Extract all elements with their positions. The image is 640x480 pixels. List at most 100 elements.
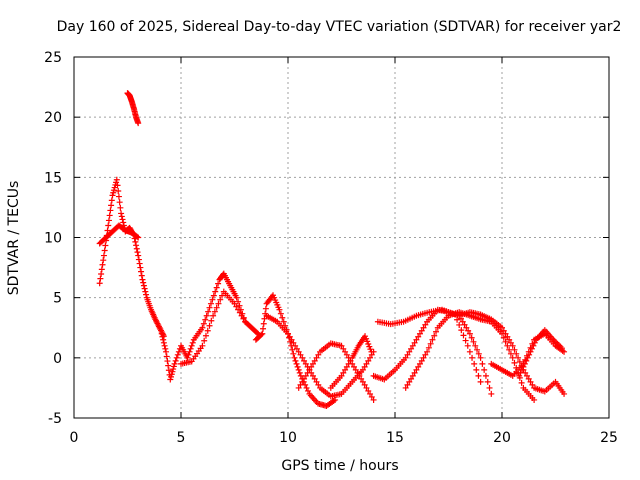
data-point-trail <box>211 308 218 315</box>
data-point-trail <box>502 330 509 337</box>
data-point-trail <box>527 348 534 355</box>
data-point-trail <box>409 372 416 379</box>
data-point <box>171 360 178 367</box>
data-point <box>359 366 366 373</box>
data-point-trail <box>113 179 120 186</box>
data-point-trail <box>289 346 296 353</box>
data-point-trail <box>365 357 372 364</box>
data-point-trail <box>114 182 121 189</box>
data-point-trail <box>134 233 141 240</box>
data-point-trail <box>290 339 297 346</box>
data-point-trail <box>172 357 179 364</box>
data-point-trail <box>526 351 533 358</box>
data-point-trail <box>140 279 147 286</box>
data-point-trail <box>262 305 269 312</box>
data-point-trail <box>475 372 482 379</box>
data-point-trail <box>138 268 145 275</box>
data-point-trail <box>513 350 520 357</box>
data-point-trail <box>133 245 140 252</box>
data-point-trail <box>280 318 287 325</box>
data-point-trail <box>133 242 140 249</box>
data-point-trail <box>117 204 124 211</box>
data-point-trail <box>366 343 373 350</box>
data-point-trail <box>418 357 425 364</box>
data-point-trail <box>363 360 370 367</box>
data-point-trail <box>459 318 466 325</box>
data-point-trail <box>356 372 363 379</box>
chart-title: Day 160 of 2025, Sidereal Day-to-day VTE… <box>57 19 622 35</box>
data-point-trail <box>235 306 242 313</box>
data-point-trail <box>465 327 472 334</box>
y-tick-label: 10 <box>44 231 62 247</box>
data-point-trail <box>479 360 486 367</box>
data-point-trail <box>170 366 177 373</box>
data-point-trail <box>236 302 243 309</box>
data-point <box>477 378 484 385</box>
data-point <box>338 342 345 349</box>
data-point-trail <box>415 363 422 370</box>
data-point-trail <box>422 321 429 328</box>
data-point-trail <box>411 369 418 376</box>
data-point-trail <box>235 298 242 305</box>
data-point-trail <box>518 366 525 373</box>
data-point-trail <box>350 363 357 370</box>
data-point-trail <box>456 321 463 328</box>
data-point-trail <box>354 369 361 376</box>
data-point-trail <box>315 351 322 358</box>
data-point <box>100 252 107 259</box>
data-point-trail <box>258 331 265 338</box>
data-point-trail <box>506 336 513 343</box>
data-point-trail <box>119 216 126 223</box>
data-point <box>135 120 142 127</box>
data-point <box>158 330 165 337</box>
data-point-trail <box>301 375 308 382</box>
data-point-trail <box>472 342 479 349</box>
data-point-trail <box>162 345 169 352</box>
y-axis-label: SDTVAR / TECUs <box>6 181 22 296</box>
data-point-trail <box>110 189 117 196</box>
data-point-trail <box>461 321 468 328</box>
data-point <box>105 222 112 229</box>
data-point-trail <box>187 345 194 352</box>
data-point-trail <box>202 332 209 339</box>
data-point-trail <box>367 390 374 397</box>
x-tick-label: 0 <box>70 430 79 446</box>
data-point-trail <box>458 327 465 334</box>
data-point-trail <box>202 316 209 323</box>
data-point-trail <box>165 362 172 369</box>
data-point-trail <box>500 327 507 334</box>
data-point-trail <box>418 327 425 334</box>
data-point <box>402 384 409 391</box>
data-point-trail <box>170 363 177 370</box>
data-point-trail <box>343 351 350 358</box>
data-point <box>424 348 431 355</box>
data-point-trail <box>302 360 309 367</box>
data-point-trail <box>206 322 213 329</box>
data-point-trail <box>100 257 107 264</box>
data-point <box>362 333 369 340</box>
data-point-trail <box>368 393 375 400</box>
data-point <box>199 324 206 331</box>
y-tick-label: 20 <box>44 110 62 126</box>
data-point-trail <box>164 358 171 365</box>
data-point <box>509 354 516 361</box>
data-point-trail <box>134 249 141 256</box>
data-point-trail <box>253 329 260 336</box>
data-point-trail <box>294 363 301 370</box>
data-point-trail <box>406 348 413 355</box>
data-point-trail <box>302 372 309 379</box>
data-point-trail <box>209 296 216 303</box>
data-point-trail <box>160 339 167 346</box>
data-point <box>509 342 516 349</box>
data-point-trail <box>120 219 127 226</box>
data-point-trail <box>309 360 316 367</box>
data-point-trail <box>201 337 208 344</box>
data-point <box>413 366 420 373</box>
data-point <box>291 354 298 361</box>
series-arc-5 <box>178 288 249 367</box>
data-point-trail <box>517 369 524 376</box>
data-point-trail <box>342 366 349 373</box>
data-point-trail <box>174 351 181 358</box>
data-point-trail <box>186 348 193 355</box>
